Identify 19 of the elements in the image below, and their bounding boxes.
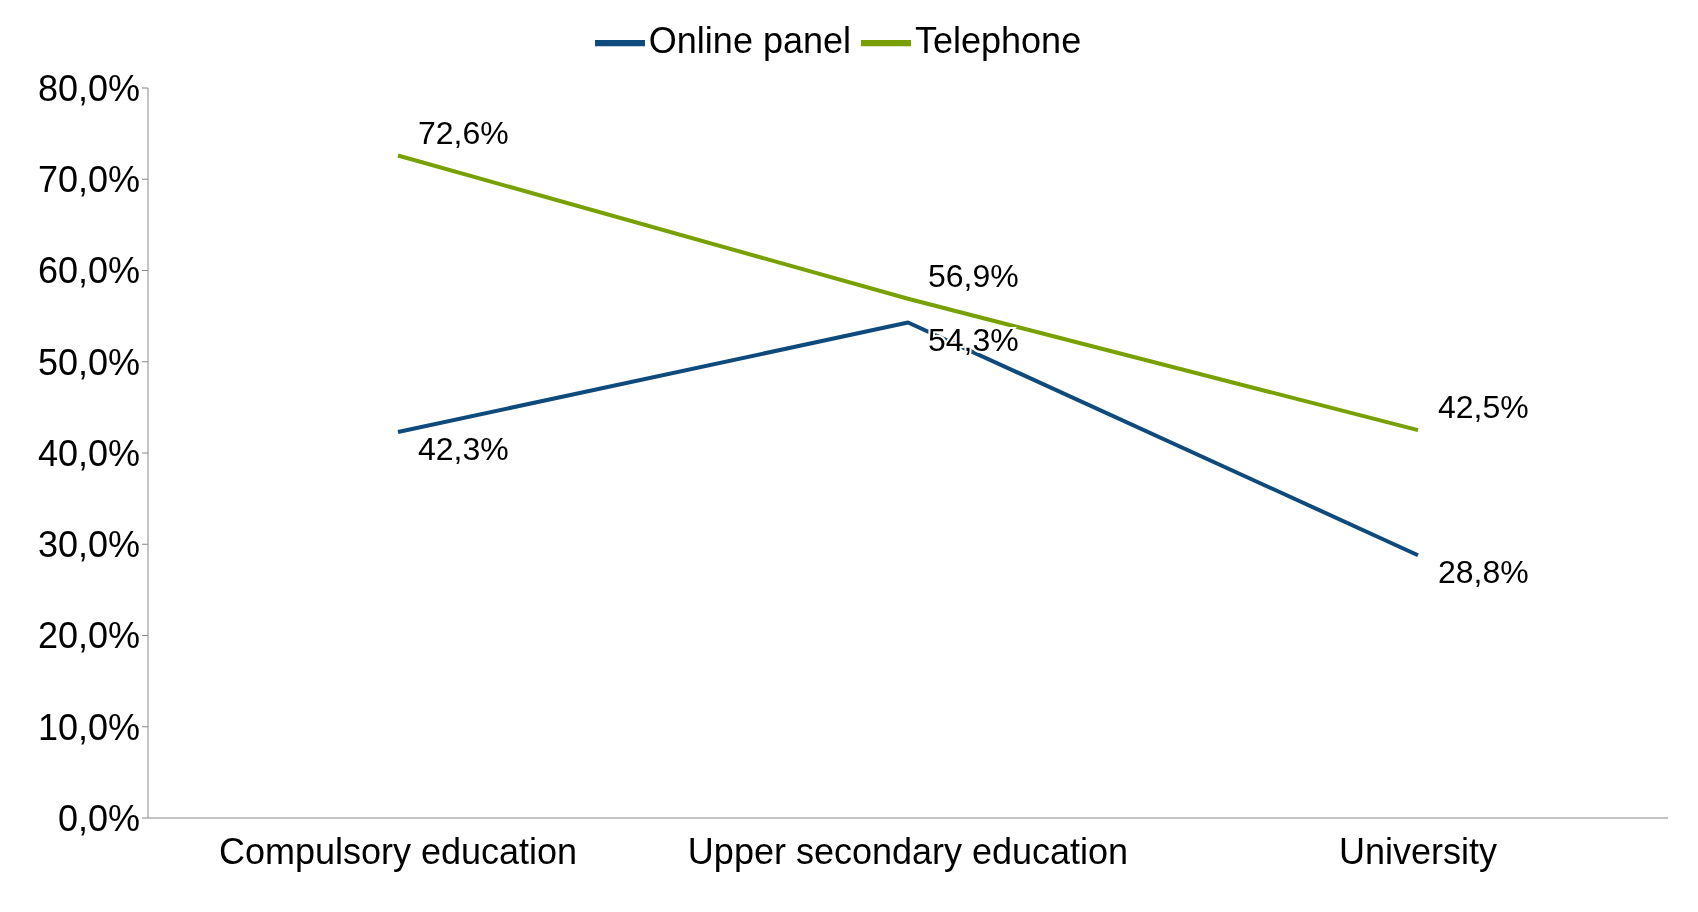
data-label: 42,3% xyxy=(418,431,509,468)
y-tick-label: 30,0% xyxy=(37,524,140,566)
legend-label: Online panel xyxy=(648,19,851,61)
x-tick-label: Compulsory education xyxy=(218,830,578,872)
x-tick-label: Upper secondary education xyxy=(687,830,1129,872)
data-label: 72,6% xyxy=(418,114,509,151)
data-label: 56,9% xyxy=(928,257,1019,294)
data-label: 42,5% xyxy=(1438,389,1529,426)
y-tick-label: 10,0% xyxy=(37,706,140,748)
y-tick-label: 40,0% xyxy=(37,432,140,474)
y-tick-label: 80,0% xyxy=(37,67,140,109)
y-tick-label: 50,0% xyxy=(37,341,140,383)
x-tick-label: University xyxy=(1338,830,1498,872)
y-tick-label: 70,0% xyxy=(37,159,140,201)
data-label: 28,8% xyxy=(1438,554,1529,591)
y-tick-label: 60,0% xyxy=(37,250,140,292)
legend-label: Telephone xyxy=(915,19,1082,61)
y-tick-label: 20,0% xyxy=(37,615,140,657)
y-tick-label: 0,0% xyxy=(57,797,140,839)
